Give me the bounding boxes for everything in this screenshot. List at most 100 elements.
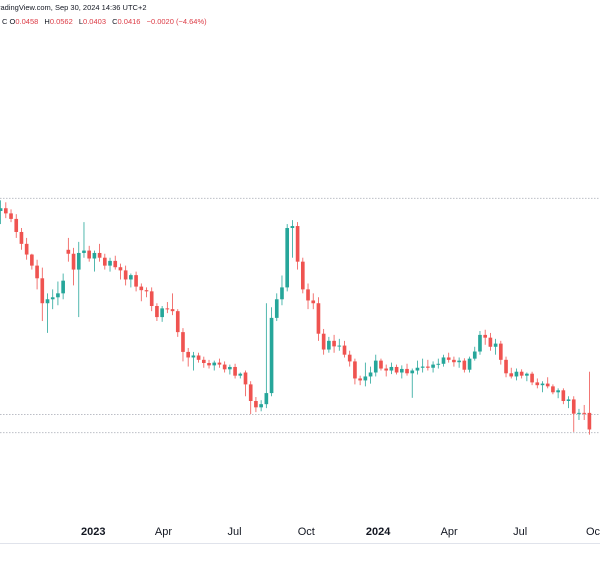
candle-body bbox=[446, 357, 451, 360]
candle-body bbox=[566, 399, 571, 401]
candle-body bbox=[540, 383, 545, 386]
candle bbox=[420, 358, 425, 373]
candle bbox=[3, 202, 8, 219]
candle bbox=[436, 358, 441, 369]
candle bbox=[587, 371, 592, 435]
candle bbox=[254, 397, 258, 413]
candle-body bbox=[311, 300, 316, 304]
candle-body bbox=[577, 412, 581, 414]
candle bbox=[368, 366, 373, 384]
candle bbox=[457, 357, 461, 368]
candlestick-chart[interactable] bbox=[0, 0, 600, 525]
candle-body bbox=[123, 270, 128, 280]
candle-body bbox=[71, 253, 76, 270]
candle-body bbox=[201, 359, 206, 363]
candle-body bbox=[170, 309, 175, 312]
candle bbox=[566, 396, 571, 409]
candle-body bbox=[280, 287, 284, 300]
candle bbox=[472, 346, 477, 361]
candle-body bbox=[259, 404, 263, 408]
candle bbox=[61, 273, 65, 300]
candle-body bbox=[248, 384, 253, 401]
candle-body bbox=[87, 250, 92, 259]
candle bbox=[108, 257, 112, 272]
candle-body bbox=[389, 366, 394, 371]
candle bbox=[519, 369, 524, 379]
open-value: 0.0458 bbox=[15, 17, 39, 26]
candle-body bbox=[420, 366, 425, 368]
candle bbox=[290, 220, 295, 258]
candle-body bbox=[102, 257, 107, 266]
candle-body bbox=[181, 332, 185, 352]
candle bbox=[35, 259, 39, 290]
candle-body bbox=[410, 370, 415, 374]
candle-body bbox=[160, 308, 164, 318]
candle bbox=[373, 354, 378, 377]
high-value: 0.0562 bbox=[49, 17, 73, 26]
candle-body bbox=[441, 357, 446, 364]
candle bbox=[311, 293, 316, 310]
candle-body bbox=[97, 252, 102, 258]
candle-body bbox=[347, 354, 352, 362]
candle-body bbox=[269, 317, 274, 394]
open-label: O bbox=[9, 17, 16, 26]
candle-body bbox=[405, 368, 409, 374]
candle bbox=[30, 253, 34, 270]
candle-body bbox=[384, 368, 389, 371]
candle-body bbox=[332, 340, 336, 347]
candle bbox=[201, 356, 206, 368]
x-axis-rule bbox=[0, 543, 600, 544]
candle bbox=[535, 378, 540, 389]
candle bbox=[243, 370, 248, 397]
candle bbox=[82, 222, 86, 258]
candle bbox=[483, 329, 488, 345]
candle bbox=[139, 283, 144, 302]
change-value: −0.0020 (−4.64%) bbox=[146, 17, 207, 26]
candle bbox=[14, 214, 19, 238]
candle-body bbox=[134, 275, 138, 287]
candle-body bbox=[175, 311, 180, 333]
candle bbox=[441, 354, 446, 367]
candle-body bbox=[14, 218, 19, 232]
candle bbox=[316, 297, 321, 341]
candle-body bbox=[274, 299, 279, 318]
candle-body bbox=[217, 362, 222, 365]
candle bbox=[509, 367, 514, 379]
chart-header: radingView.com, Sep 30, 2024 14:36 UTC+2… bbox=[0, 0, 600, 30]
candle-body bbox=[3, 208, 8, 214]
candle-body bbox=[19, 231, 24, 244]
chart-source-timestamp: radingView.com, Sep 30, 2024 14:36 UTC+2 bbox=[0, 3, 147, 12]
candle-body bbox=[24, 243, 29, 255]
candle bbox=[165, 302, 170, 314]
candle-body bbox=[165, 308, 170, 310]
candle-body bbox=[478, 334, 482, 352]
candle-body bbox=[514, 371, 519, 377]
candle bbox=[217, 358, 222, 368]
candle bbox=[540, 381, 545, 393]
candles bbox=[0, 200, 592, 435]
candle bbox=[295, 222, 300, 270]
candle bbox=[514, 368, 519, 381]
candle-body bbox=[587, 412, 592, 430]
candle bbox=[280, 275, 284, 306]
candle-body bbox=[76, 252, 81, 270]
candle bbox=[129, 273, 133, 288]
candle-body bbox=[228, 366, 232, 370]
candle bbox=[123, 265, 128, 286]
candle-body bbox=[493, 343, 498, 347]
candle-body bbox=[285, 228, 290, 288]
x-tick-label: 2024 bbox=[365, 526, 391, 538]
x-axis: 2023 Apr Jul Oct 2024 Apr Jul Oc bbox=[0, 526, 600, 540]
candle-body bbox=[30, 254, 34, 266]
candle bbox=[347, 350, 352, 367]
candle-body bbox=[530, 373, 534, 383]
candle-body bbox=[108, 260, 112, 266]
candle bbox=[384, 364, 389, 377]
candle-body bbox=[50, 297, 55, 300]
candle bbox=[452, 356, 456, 367]
candle-body bbox=[488, 337, 493, 347]
x-tick-label: Oct bbox=[297, 526, 315, 538]
candle-body bbox=[551, 386, 555, 393]
candle-body bbox=[535, 382, 540, 386]
candle bbox=[556, 388, 560, 399]
